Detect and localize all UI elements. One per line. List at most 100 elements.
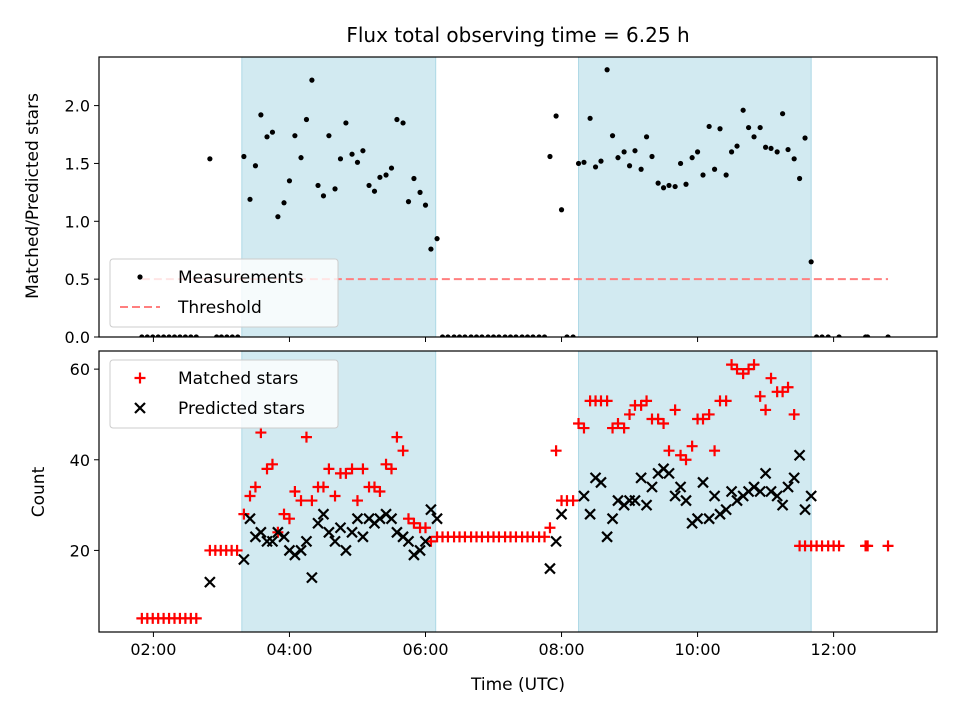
x-tick-label: 02:00 [130, 640, 176, 659]
measurement-point [315, 182, 321, 189]
measurement-point [570, 334, 576, 337]
measurement-point [660, 185, 667, 191]
matched-point [680, 454, 692, 466]
measurement-point [825, 334, 831, 337]
legend-box [109, 258, 339, 328]
legend-marker [137, 274, 143, 280]
predicted-point [255, 526, 267, 539]
matched-point [720, 395, 732, 407]
measurement-point [388, 165, 395, 171]
predicted-point [765, 485, 777, 498]
measurement-point [751, 134, 757, 140]
measurement-point [171, 334, 178, 337]
predicted-point [640, 499, 653, 511]
predicted-point [300, 535, 313, 548]
measurement-point [275, 214, 281, 220]
series-matched-stars [136, 359, 894, 624]
predicted-point [663, 467, 675, 480]
measurement-point [745, 124, 752, 131]
measurement-point [530, 334, 536, 337]
predicted-point [374, 512, 386, 525]
measurement-point [207, 156, 213, 162]
predicted-point [646, 481, 658, 493]
measurement-point [496, 334, 502, 337]
y-tick-label: 40 [70, 451, 90, 470]
measurement-point [264, 134, 270, 140]
bottom-panel-counts: 02:00 04:00 06:00 08:00 10:00 12:00 20 40 60 Matc… [70, 350, 938, 659]
measurement-point [309, 77, 315, 83]
y-tick-label: 2.0 [65, 97, 90, 116]
measurement-point [536, 334, 542, 337]
measurement-point [182, 334, 188, 337]
predicted-point [584, 508, 596, 520]
measurement-point [417, 189, 423, 195]
predicted-point [595, 476, 607, 489]
measurement-point [218, 334, 225, 337]
matched-point [862, 540, 874, 552]
measurement-point [326, 133, 332, 139]
y-tick-label: 60 [70, 360, 90, 379]
predicted-point [731, 494, 743, 507]
matched-point [397, 445, 409, 457]
series-measurements [139, 67, 891, 337]
predicted-point [414, 544, 426, 557]
measurement-point [797, 175, 803, 182]
legend-label: Measurements [178, 268, 304, 288]
predicted-point [550, 535, 562, 548]
chart-title: Flux total observing time = 6.25 h [346, 23, 689, 47]
plot-area [136, 359, 894, 624]
y-tick-label: 1.0 [65, 212, 90, 231]
measurement-point [677, 160, 684, 167]
matched-point [748, 359, 760, 371]
predicted-point [776, 499, 789, 511]
matched-point [697, 413, 709, 425]
predicted-point [431, 512, 443, 525]
matched-point [408, 517, 420, 529]
measurement-point [252, 163, 259, 169]
measurement-point [502, 334, 508, 337]
predicted-point [351, 512, 364, 525]
predicted-point [238, 553, 250, 566]
predicted-point [703, 512, 715, 525]
predicted-point [204, 576, 216, 588]
measurement-point [281, 200, 287, 206]
measurement-point [643, 134, 650, 140]
matched-point [578, 422, 590, 434]
matched-point [686, 440, 698, 452]
legend: Matched stars Predicted stars [109, 359, 339, 429]
matched-point [782, 381, 794, 393]
measurement-point [706, 123, 712, 130]
matched-point [709, 445, 721, 457]
matched-point [190, 612, 202, 624]
measurement-point [354, 159, 361, 165]
matched-point [419, 522, 431, 534]
measurement-point [139, 334, 145, 337]
predicted-point [357, 531, 369, 543]
matched-point [238, 508, 250, 520]
bottom-y-axis-label: Count [29, 466, 49, 517]
predicted-point [385, 512, 398, 525]
predicted-point [295, 544, 307, 557]
matched-point [833, 540, 845, 552]
measurement-point [193, 334, 199, 337]
measurement-point [541, 334, 548, 337]
predicted-point [346, 526, 358, 539]
matched-point [231, 544, 243, 556]
x-axis-label: Time (UTC) [470, 675, 565, 695]
matched-point [760, 404, 772, 416]
measurement-point [507, 334, 514, 337]
measurement-point [292, 133, 298, 139]
predicted-point [323, 526, 335, 539]
measurement-point [865, 334, 871, 337]
matched-point [300, 431, 312, 443]
measurement-point [258, 112, 264, 118]
legend-label: Threshold [177, 298, 262, 318]
axes-frame [98, 350, 938, 633]
measurement-point [229, 334, 235, 337]
measurement-point [177, 334, 183, 337]
measurement-point [513, 334, 519, 337]
axes-frame [98, 56, 938, 338]
predicted-point [771, 490, 783, 502]
measurement-point [626, 163, 633, 169]
